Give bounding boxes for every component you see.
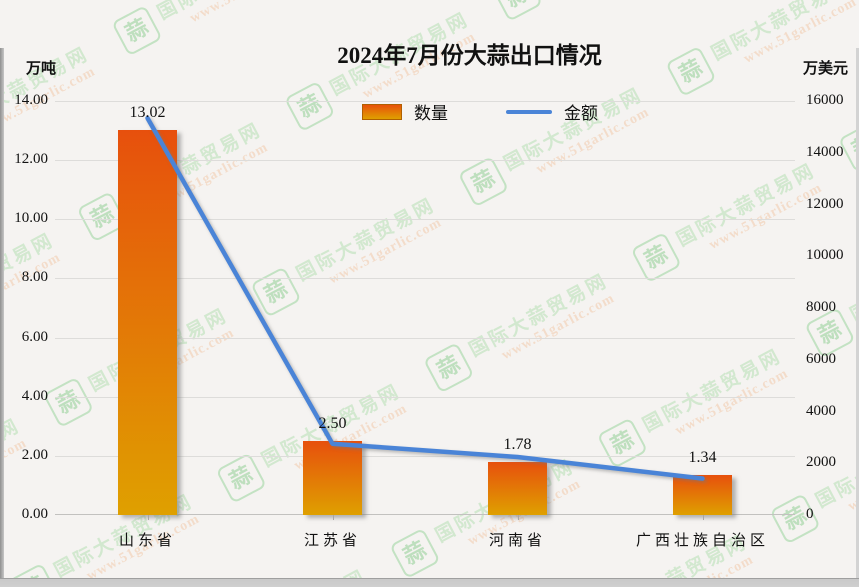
legend-item-quantity: 数量 [362,99,448,124]
chart-title: 2024年7月份大蒜出口情况 [337,43,602,68]
watermark-site-name: 国际大蒜贸易网 [152,0,301,25]
x-axis-category-label: 江苏省 [303,533,362,549]
legend-item-amount: 金额 [506,99,598,124]
gridline [55,396,795,398]
left-axis-tick-label: 2.00 [21,446,48,463]
bar-江苏省 [303,441,362,515]
gridline [55,337,795,339]
legend-label-quantity: 数量 [414,104,448,123]
left-axis-tick-label: 8.00 [21,269,48,286]
plot-area: 13.02 山东省 2.50 江苏省 1.78 河南省 1.34 广西壮族自治区 [55,101,795,549]
bar-value-label: 13.02 [129,103,166,121]
bar-swatch-icon [362,103,402,120]
bar-value-label: 1.78 [503,436,532,454]
garlic-logo-icon: 蒜 [491,0,543,22]
x-axis-category-label: 山东省 [118,533,177,549]
gridline [55,219,795,221]
x-axis-category-label: 河南省 [488,533,547,549]
right-axis-tick-label: 4000 [806,402,836,419]
x-axis-tick [147,515,149,520]
left-axis-tick-label: 12.00 [14,151,48,168]
right-axis-tick-label: 14000 [806,143,844,160]
right-axis-tick-label: 8000 [806,299,836,315]
bar-河南省 [488,462,547,515]
x-axis-category-label: 广西壮族自治区 [635,533,770,549]
right-axis-tick-label: 2000 [806,454,836,471]
right-axis-tick-label: 16000 [806,92,844,108]
garlic-logo-icon: 蒜 [389,527,441,580]
x-axis-tick [702,515,704,520]
right-axis-tick-label: 12000 [806,195,844,212]
right-axis-tick-label: 6000 [806,350,836,367]
bar-value-label: 2.50 [318,415,347,433]
left-axis-unit: 万吨 [26,61,57,77]
legend-label-amount: 金额 [564,104,598,123]
right-axis-tick-label: 10000 [806,247,844,264]
right-axis-unit: 万美元 [803,61,849,77]
amount-line-series [145,115,705,481]
bar-广西壮族自治区 [673,475,732,515]
window-bottom-edge [0,578,859,587]
window-left-edge [0,48,4,587]
left-axis-tick-label: 4.00 [21,387,48,404]
x-axis-line [55,514,795,515]
bar-value-label: 1.34 [688,449,717,467]
gridline [55,101,795,102]
legend: 数量 金额 [110,99,850,124]
window-right-edge [856,48,859,587]
left-axis-tick-label: 6.00 [21,328,48,345]
x-axis-tick [332,515,334,520]
gridline [55,455,795,457]
watermark-site-url: www.51garlic.com [188,0,309,27]
left-axis-tick-label: 14.00 [14,92,48,108]
bar-山东省 [118,129,177,515]
right-axis-tick-label: 0 [806,506,814,522]
line-swatch-icon [506,109,552,114]
left-axis-tick-label: 0.00 [21,506,48,522]
gridline [55,278,795,280]
x-axis-tick [517,515,519,520]
gridline [55,160,795,162]
left-axis-tick-label: 10.00 [14,210,48,227]
amount-line [145,115,705,481]
